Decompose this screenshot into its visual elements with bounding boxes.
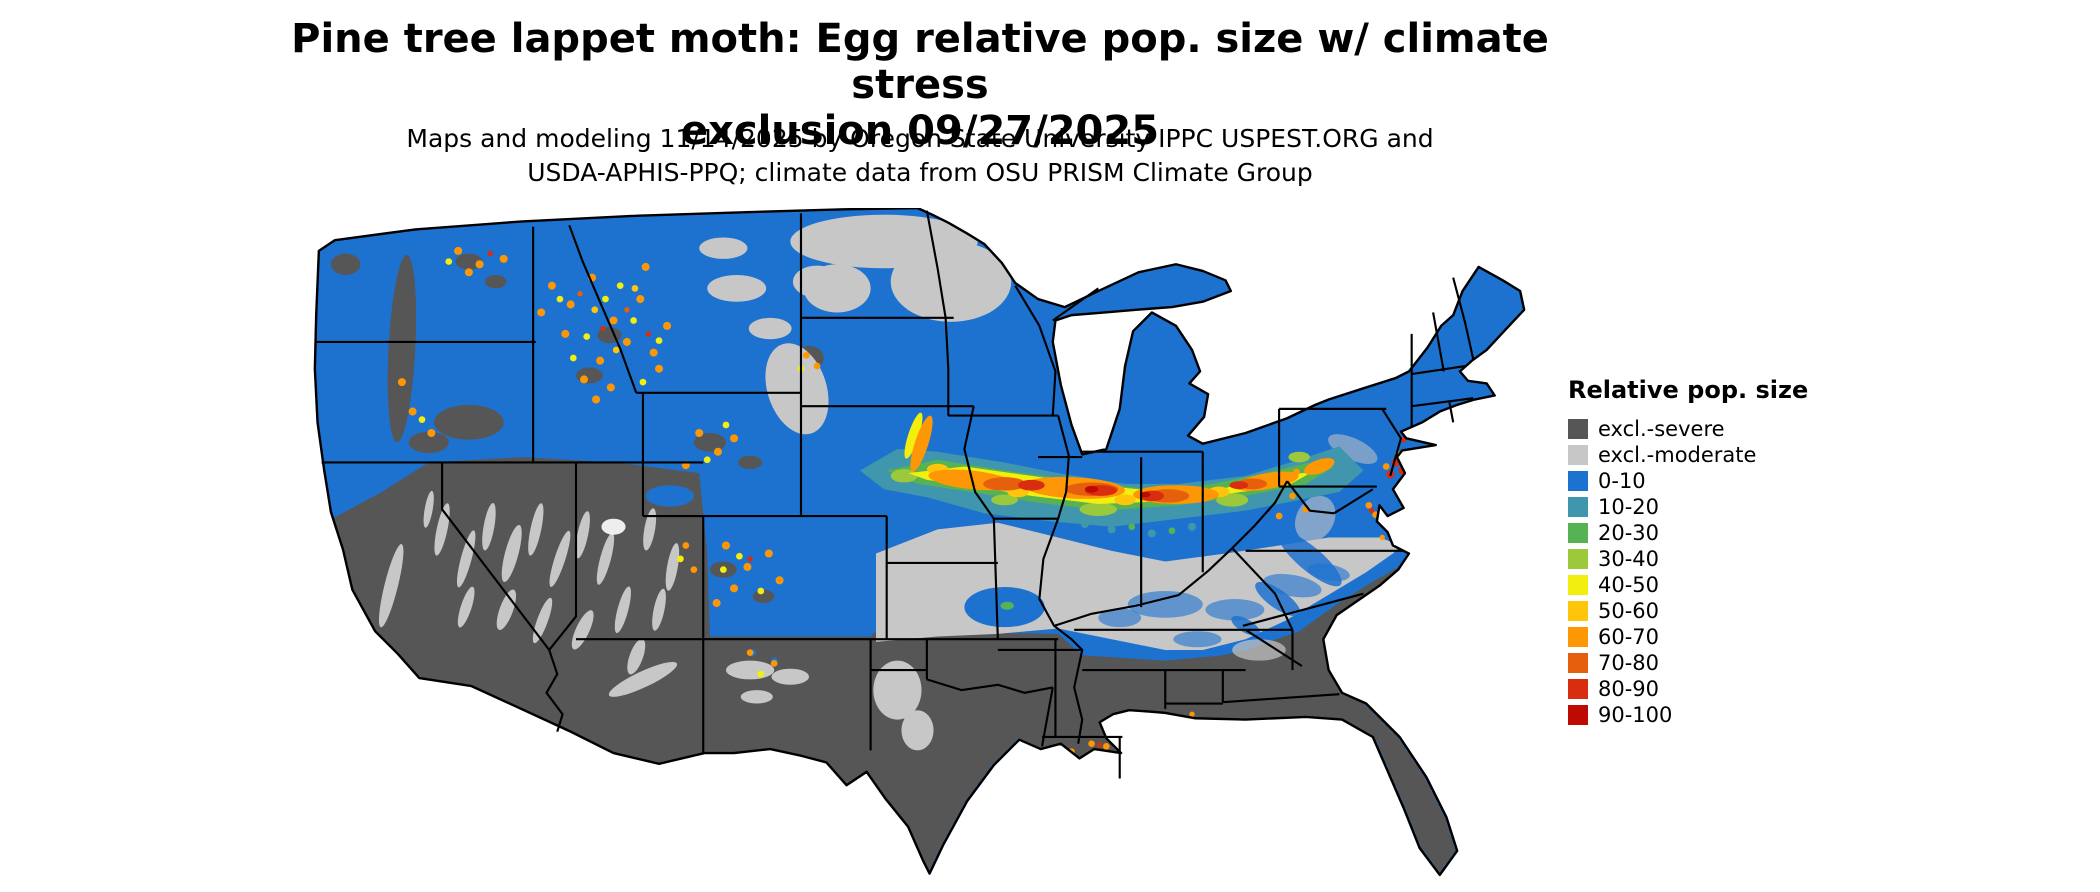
us-map-svg [313, 208, 1526, 877]
legend-row: excl.-severe [1568, 416, 1808, 442]
legend-row: 10-20 [1568, 494, 1808, 520]
figure-title: Pine tree lappet moth: Egg relative pop.… [220, 16, 1620, 154]
title-line-1: Pine tree lappet moth: Egg relative pop.… [291, 16, 1549, 108]
subtitle-line-1: Maps and modeling 11/14/2025 by Oregon S… [406, 124, 1434, 153]
legend-swatch [1568, 445, 1588, 465]
legend-label: 50-60 [1598, 599, 1660, 623]
legend-label: 80-90 [1598, 677, 1660, 701]
legend-row: excl.-moderate [1568, 442, 1808, 468]
legend-label: 90-100 [1598, 703, 1673, 727]
map-band-30-40 [890, 451, 1310, 517]
legend-swatch [1568, 575, 1588, 595]
legend-label: 40-50 [1598, 573, 1660, 597]
legend-row: 80-90 [1568, 676, 1808, 702]
legend-swatch [1568, 705, 1588, 725]
legend-label: excl.-severe [1598, 417, 1725, 441]
legend-label: 0-10 [1598, 469, 1646, 493]
legend-row: 70-80 [1568, 650, 1808, 676]
legend-label: excl.-moderate [1598, 443, 1757, 467]
legend-swatch [1568, 549, 1588, 569]
legend-label: 60-70 [1598, 625, 1660, 649]
legend-items: excl.-severe excl.-moderate 0-10 10-20 20-30… [1568, 416, 1808, 728]
legend-swatch [1568, 471, 1588, 491]
legend-swatch [1568, 627, 1588, 647]
legend-row: 0-10 [1568, 468, 1808, 494]
legend-label: 70-80 [1598, 651, 1660, 675]
legend-swatch [1568, 653, 1588, 673]
legend-row: 40-50 [1568, 572, 1808, 598]
legend-row: 20-30 [1568, 520, 1808, 546]
state-borders [316, 210, 1475, 779]
legend-swatch [1568, 523, 1588, 543]
us-map [308, 208, 1527, 891]
title-line-2: exclusion 09/27/2025 [680, 108, 1160, 154]
legend-label: 30-40 [1598, 547, 1660, 571]
legend-swatch [1568, 497, 1588, 517]
legend-title: Relative pop. size [1568, 376, 1809, 404]
legend-swatch [1568, 419, 1588, 439]
map-band-90-100 [1084, 485, 1151, 498]
legend-label: 20-30 [1598, 521, 1660, 545]
legend-row: 90-100 [1568, 702, 1808, 728]
figure-subtitle: Maps and modeling 11/14/2025 by Oregon S… [220, 122, 1620, 190]
legend: Relative pop. size excl.-severe excl.-mod… [1568, 376, 1808, 728]
legend-row: 50-60 [1568, 598, 1808, 624]
legend-label: 10-20 [1598, 495, 1660, 519]
legend-swatch [1568, 601, 1588, 621]
subtitle-line-2: USDA-APHIS-PPQ; climate data from OSU PR… [527, 158, 1313, 187]
legend-swatch [1568, 679, 1588, 699]
legend-row: 30-40 [1568, 546, 1808, 572]
great-salt-lake [601, 518, 626, 535]
us-outline [313, 208, 1526, 877]
legend-row: 60-70 [1568, 624, 1808, 650]
